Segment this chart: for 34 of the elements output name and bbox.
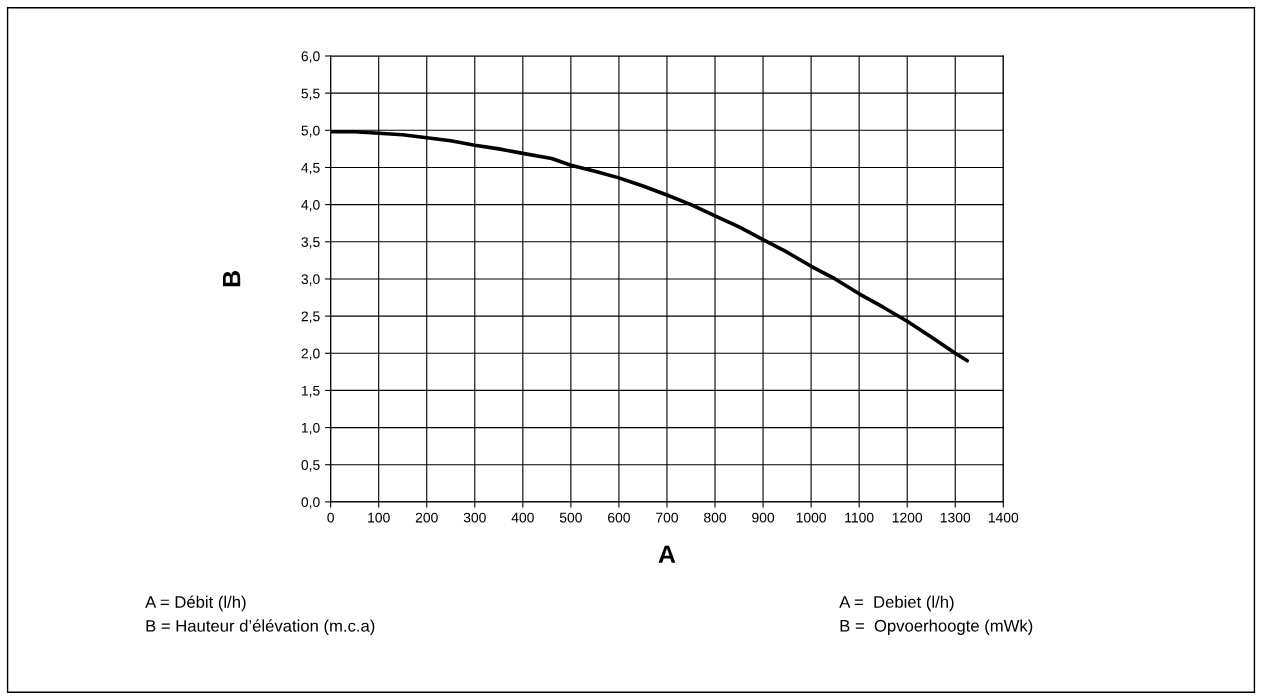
text: B = Hauteur d’élévation (m.c.a) — [146, 619, 375, 636]
x-tick-label: 300 — [463, 512, 486, 523]
y-tick-label: 3,0 — [301, 274, 320, 286]
text: B = Opvoerhoogte (mWk) — [840, 619, 1033, 635]
x-tick-label: 1300 — [940, 512, 971, 523]
y-tick-label: 0,5 — [301, 460, 320, 472]
y-tick-label: 3,5 — [301, 237, 320, 249]
x-tick-label: 900 — [752, 512, 775, 523]
y-tick-label: 2,0 — [301, 348, 320, 361]
y-tick-label: 0,0 — [301, 497, 320, 509]
x-tick-label: 500 — [559, 512, 582, 523]
y-tick-label: 1,5 — [301, 385, 320, 398]
x-axis-title: A — [658, 545, 676, 563]
x-tick-label: 0 — [327, 512, 334, 523]
x-tick-label: 700 — [656, 512, 679, 523]
y-tick-label: 1,0 — [301, 422, 320, 435]
x-tick-label: 1200 — [892, 512, 923, 523]
x-tick-label: 1100 — [845, 512, 874, 523]
x-tick-label: 600 — [608, 512, 630, 523]
x-tick-label: 800 — [704, 512, 727, 523]
y-axis-title: B — [222, 271, 241, 287]
text: A = Débit (l/h) — [145, 595, 246, 612]
text: A = Debiet (l/h) — [839, 595, 954, 612]
x-tick-label: 200 — [415, 512, 438, 523]
x-tick-label: 1000 — [796, 512, 827, 523]
y-tick-label: 6,0 — [301, 51, 320, 63]
y-tick-label: 4,0 — [301, 199, 320, 212]
y-tick-label: 4,5 — [301, 162, 320, 175]
y-tick-label: 5,5 — [301, 88, 320, 100]
x-tick-label: 400 — [511, 512, 534, 523]
x-tick-label: 1400 — [988, 512, 1019, 523]
x-tick-label: 100 — [368, 512, 390, 523]
y-tick-label: 2,5 — [301, 311, 320, 323]
y-tick-label: 5,0 — [301, 125, 320, 138]
